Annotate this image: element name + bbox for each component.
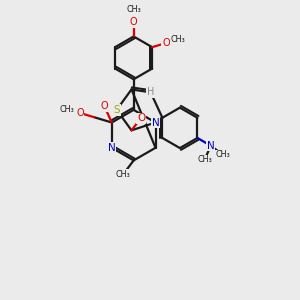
Text: CH₃: CH₃ bbox=[126, 5, 141, 14]
Text: S: S bbox=[113, 105, 120, 115]
Text: CH₃: CH₃ bbox=[216, 151, 230, 160]
Text: O: O bbox=[137, 113, 145, 123]
Text: N: N bbox=[207, 141, 215, 151]
Text: CH₃: CH₃ bbox=[197, 155, 212, 164]
Text: O: O bbox=[162, 38, 170, 48]
Text: H: H bbox=[147, 87, 154, 97]
Text: CH₃: CH₃ bbox=[116, 170, 131, 179]
Text: CH₃: CH₃ bbox=[170, 35, 185, 44]
Text: O: O bbox=[100, 101, 108, 111]
Text: CH₃: CH₃ bbox=[60, 105, 74, 114]
Text: N: N bbox=[108, 143, 116, 153]
Text: O: O bbox=[130, 17, 137, 27]
Text: O: O bbox=[76, 108, 84, 118]
Text: N: N bbox=[152, 118, 159, 128]
